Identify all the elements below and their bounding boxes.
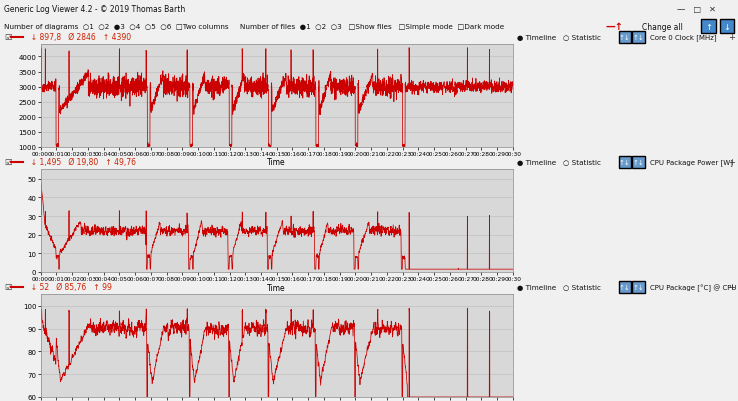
Text: Change all: Change all [642, 22, 683, 32]
Text: ↓ 52   Ø 85,76   ↑ 99: ↓ 52 Ø 85,76 ↑ 99 [26, 283, 111, 292]
Text: CPU Package Power [W]: CPU Package Power [W] [650, 159, 733, 166]
Text: CPU Package [°C] @ CPU #0: Intel Core i7-10510U: Enhanced: CPU Package [°C] @ CPU #0: Intel Core i7… [650, 284, 738, 291]
Text: ☑: ☑ [4, 33, 12, 42]
Text: ● Timeline   ○ Statistic: ● Timeline ○ Statistic [517, 284, 601, 290]
Text: ☑: ☑ [4, 158, 12, 167]
Text: ☑: ☑ [4, 283, 12, 292]
Text: ● Timeline   ○ Statistic: ● Timeline ○ Statistic [517, 160, 601, 165]
X-axis label: Time: Time [267, 158, 286, 167]
FancyBboxPatch shape [701, 20, 716, 34]
Text: +: + [728, 158, 735, 167]
Text: ↑↓: ↑↓ [632, 35, 644, 41]
Text: ↑↓: ↑↓ [632, 160, 644, 165]
FancyBboxPatch shape [632, 281, 644, 293]
Text: Generic Log Viewer 4.2 - © 2019 Thomas Barth: Generic Log Viewer 4.2 - © 2019 Thomas B… [4, 4, 185, 14]
Text: ↓ 897,8   Ø 2846   ↑ 4390: ↓ 897,8 Ø 2846 ↑ 4390 [26, 33, 131, 42]
Text: +: + [728, 33, 735, 42]
Text: Number of diagrams  ○1  ○2  ●3  ○4  ○5  ○6  □Two columns     Number of files  ●1: Number of diagrams ○1 ○2 ●3 ○4 ○5 ○6 □Tw… [4, 24, 504, 30]
Text: ↑↓: ↑↓ [632, 284, 644, 290]
X-axis label: Time: Time [267, 283, 286, 292]
FancyBboxPatch shape [632, 32, 644, 44]
FancyBboxPatch shape [618, 32, 631, 44]
FancyBboxPatch shape [618, 281, 631, 293]
Text: ↑↓: ↑↓ [619, 160, 631, 165]
FancyBboxPatch shape [618, 156, 631, 168]
Text: ↑↓: ↑↓ [619, 284, 631, 290]
Text: ↑: ↑ [705, 22, 712, 32]
Text: ↓: ↓ [723, 22, 731, 32]
FancyBboxPatch shape [632, 156, 644, 168]
Text: Core 0 Clock [MHz]: Core 0 Clock [MHz] [650, 34, 717, 41]
Text: ↑↓: ↑↓ [619, 35, 631, 41]
Text: ↓ 1,495   Ø 19,80   ↑ 49,76: ↓ 1,495 Ø 19,80 ↑ 49,76 [26, 158, 136, 167]
Text: ● Timeline   ○ Statistic: ● Timeline ○ Statistic [517, 35, 601, 41]
Text: —↑: —↑ [605, 22, 623, 32]
Text: —   □   ✕: — □ ✕ [677, 4, 716, 14]
FancyBboxPatch shape [720, 20, 734, 34]
Text: +: + [728, 283, 735, 292]
